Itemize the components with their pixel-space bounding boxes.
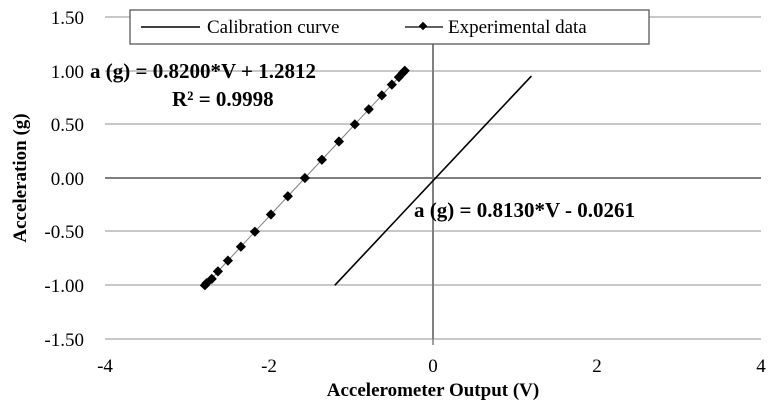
y-tick: 1.50 [51,8,84,29]
data-point-marker [212,266,224,277]
data-point-marker [265,209,276,220]
x-tick: 4 [756,356,766,377]
y-tick: 1.00 [51,62,84,83]
y-tick: 0.00 [51,169,84,190]
data-point-marker [316,154,327,165]
y-tick: -1.50 [44,330,84,351]
x-tick: -2 [261,356,277,377]
x-axis-title: Accelerometer Output (V) [327,380,539,401]
experimental-equation: a (g) = 0.8200*V + 1.2812 [90,59,316,83]
diamond-marker-icon [418,21,428,31]
x-tick: 0 [428,356,438,377]
data-point-marker [299,172,311,184]
legend-box [129,9,650,45]
y-tick: -1.00 [44,276,84,297]
experimental-r-squared: R² = 0.9998 [172,87,274,111]
legend-experimental-label: Experimental data [448,17,587,38]
calibration-curve-line [334,75,532,286]
x-tick: 2 [592,356,602,377]
data-point-marker [282,191,293,202]
y-tick: 0.50 [51,115,84,136]
y-tick: -0.50 [44,222,84,243]
data-point-marker [235,241,246,252]
x-tick-labels: -4 -2 0 2 4 [97,356,766,377]
x-tick: -4 [97,356,113,377]
data-point-marker [206,273,217,284]
data-point-marker [222,255,234,266]
y-axis-title: Acceleration (g) [10,113,31,242]
legend-calibration-label: Calibration curve [207,17,339,38]
calibration-equation: a (g) = 0.8130*V - 0.0261 [414,198,635,222]
legend: Calibration curve Experimental data [129,9,650,45]
y-tick-labels: 1.50 1.00 0.50 0.00 -0.50 -1.00 -1.50 [44,8,84,351]
experimental-data-markers [199,65,410,291]
